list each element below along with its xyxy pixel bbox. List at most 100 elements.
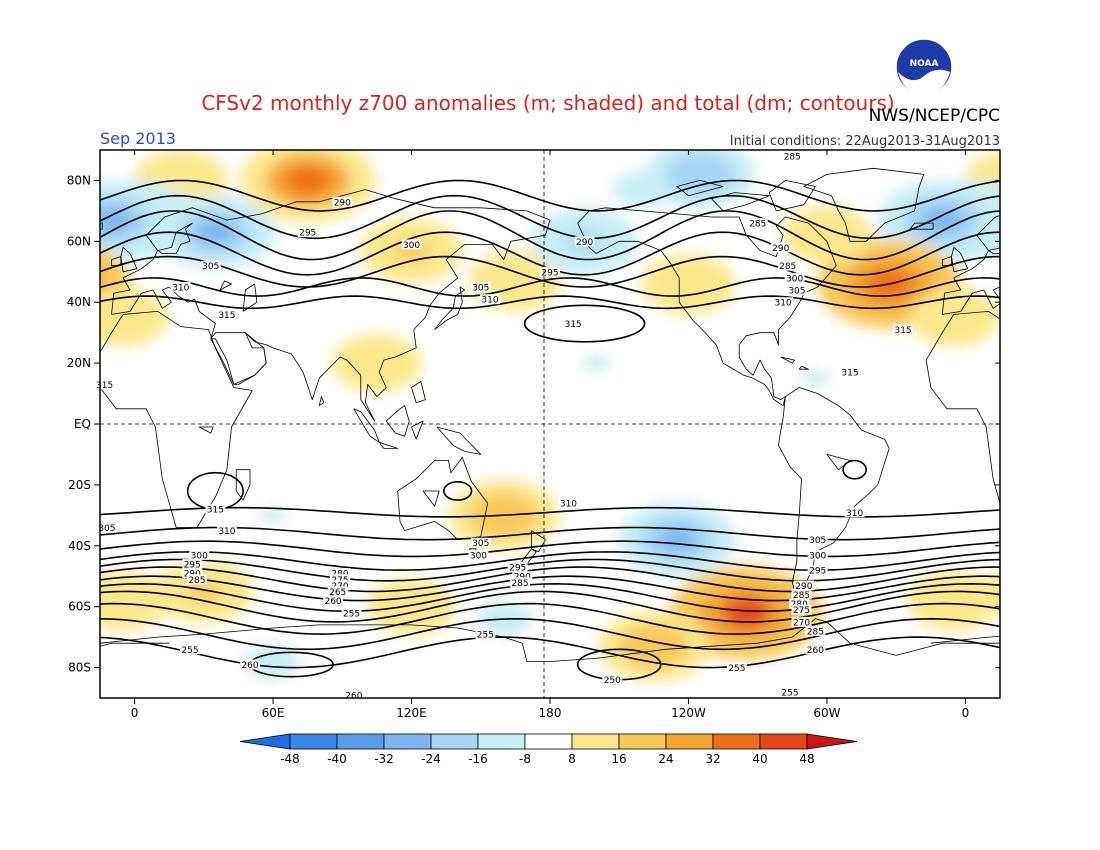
contour-label-text: 310	[172, 284, 189, 294]
contour-label: 270	[791, 616, 812, 628]
coastline-26	[798, 365, 809, 370]
contour-label-bg	[470, 282, 491, 292]
lake-outline-2	[1030, 427, 1044, 433]
contour-label-bg	[786, 285, 807, 296]
coastline-5	[909, 222, 934, 230]
contour-label: 255	[726, 662, 747, 674]
closed-contour-4	[1081, 652, 1100, 676]
coastline-7	[210, 332, 267, 385]
anomaly-blob-core	[108, 308, 138, 327]
contour-label-bg	[726, 662, 747, 673]
contour-label-text: 255	[781, 688, 798, 698]
anomaly-center-16	[670, 565, 823, 660]
anomaly-blob-core	[259, 506, 287, 525]
coastline-10	[434, 286, 465, 330]
contour-label-bg	[791, 616, 812, 627]
contour-label: 260	[805, 644, 826, 656]
contour-label: 250	[602, 674, 623, 686]
contour-label-bg	[782, 151, 803, 162]
colorbar-swatch	[524, 733, 573, 750]
coastlines	[0, 167, 1097, 662]
closed-contour-1	[1018, 473, 1073, 510]
contour-label: 310	[170, 282, 191, 294]
contour-label: 310	[216, 525, 237, 537]
contour-label-bg	[205, 504, 226, 515]
anomaly-center-22	[332, 334, 422, 392]
anomaly-blob-core	[35, 270, 81, 298]
contour-label-bg	[602, 674, 623, 685]
init-conditions: Initial conditions: 22Aug2013-31Aug2013	[730, 134, 1000, 149]
lake-outline-2	[198, 426, 214, 434]
colorbar-label: 32	[705, 752, 720, 766]
contour-label-text: 300	[470, 551, 487, 561]
contour-label-text: 315	[841, 369, 858, 379]
contour-label: 255	[341, 607, 362, 619]
contour-label: 285	[782, 151, 803, 163]
contour-label-text: 255	[477, 631, 494, 641]
contour-label-bg	[807, 534, 828, 545]
contour-label-bg	[793, 580, 814, 591]
contour-label: 295	[297, 227, 318, 239]
anomaly-blob-core	[939, 308, 969, 327]
colorbar-label: 8	[568, 752, 576, 766]
contour-label: 305	[96, 522, 117, 534]
contour-line-13	[100, 575, 1000, 602]
contour-label-text: 260	[345, 691, 362, 701]
contour-label: 300	[468, 549, 489, 561]
contour-label-bg	[216, 525, 237, 536]
colorbar-swatch	[383, 733, 432, 750]
colorbar-swatch	[712, 733, 761, 750]
y-tick-label: 60N	[67, 234, 91, 248]
coastline-0	[100, 311, 253, 528]
contour-label-bg	[401, 239, 422, 250]
contour-label-text: 285	[793, 591, 810, 601]
coastline-11	[353, 408, 380, 443]
contour-label-bg	[780, 686, 800, 697]
contour-label-bg	[94, 379, 115, 390]
anomaly-center-4	[360, 218, 463, 283]
contour-label-text: 305	[202, 262, 219, 272]
contour-label-text: 315	[564, 320, 581, 330]
contour-label: 300	[807, 549, 828, 561]
contour-label-text: 295	[184, 561, 201, 571]
anomaly-blob-core	[1027, 220, 1065, 244]
anomaly-blob-core	[801, 369, 830, 388]
contour-label-text: 285	[188, 576, 205, 586]
contour-label-bg	[327, 586, 348, 597]
contour-label-text: 285	[779, 262, 796, 272]
contour-label-bg	[180, 644, 200, 655]
contour-line-14	[100, 582, 1000, 612]
contour-label: 255	[475, 629, 496, 641]
contour-label-text: 315	[894, 326, 911, 336]
coastline-24	[676, 180, 724, 197]
contour-label: 260	[323, 595, 344, 607]
colorbar-arrow-high	[806, 733, 858, 750]
contour-label: 295	[182, 559, 203, 571]
contour-label-bg	[558, 498, 579, 509]
contour-label: 290	[574, 236, 595, 248]
contour-label-text: 305	[788, 287, 805, 297]
contour-label-bg	[332, 196, 353, 207]
contour-label: 315	[563, 318, 584, 330]
colorbar-swatch	[336, 733, 385, 750]
colorbar-label: -40	[327, 752, 347, 766]
contour-label: 315	[205, 504, 226, 516]
contour-label-bg	[805, 644, 826, 655]
y-tick-label: 80S	[68, 661, 91, 675]
contour-label-text: 315	[218, 311, 235, 321]
contour-label: 285	[791, 589, 812, 601]
contour-label-text: 310	[560, 500, 577, 510]
contour-label: 310	[844, 507, 865, 519]
contour-label: 315	[94, 379, 115, 391]
contour-label: 290	[793, 580, 814, 592]
contour-label-bg	[323, 595, 344, 606]
coastline-7	[1042, 333, 1097, 385]
contour-line-16	[100, 602, 1000, 635]
coastline-28	[100, 618, 1000, 662]
coastline-21	[0, 208, 5, 406]
contour-label-bg	[791, 589, 812, 600]
contour-label: 285	[777, 260, 798, 272]
coastline-21	[577, 207, 837, 407]
contour-label-text: 265	[329, 588, 346, 598]
contour-line-0	[100, 179, 1000, 212]
